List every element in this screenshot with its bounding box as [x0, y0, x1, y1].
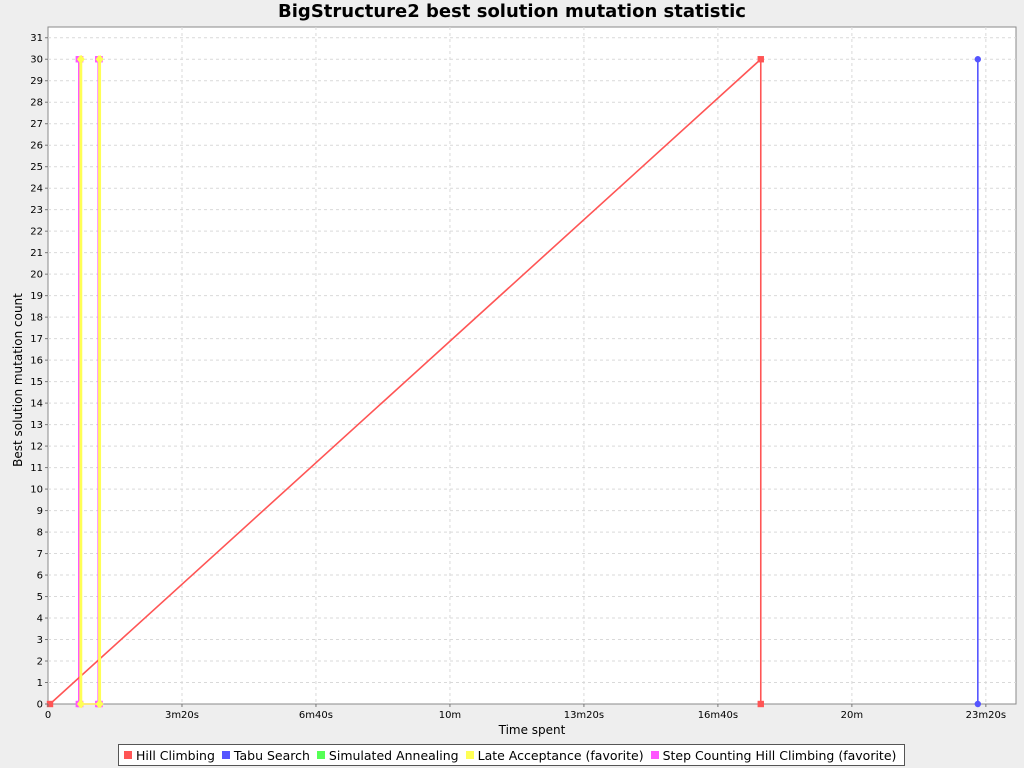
- y-tick-label: 8: [37, 528, 43, 539]
- y-tick-label: 6: [37, 571, 43, 582]
- legend-item: Hill Climbing: [121, 748, 215, 763]
- grid-layer: [48, 27, 1016, 704]
- y-tick-label: 4: [37, 614, 43, 625]
- legend-swatch: [124, 751, 132, 759]
- y-tick-label: 13: [30, 420, 43, 431]
- legend-label: Step Counting Hill Climbing (favorite): [662, 747, 897, 763]
- x-tick-label: 6m40s: [299, 710, 333, 721]
- y-tick-label: 14: [30, 399, 43, 410]
- series-late-acceptance-favorite: [76, 55, 104, 709]
- data-point: [974, 700, 982, 708]
- y-tick-label: 3: [37, 635, 43, 646]
- x-tick-label: 20m: [841, 710, 863, 721]
- data-point: [97, 55, 104, 64]
- legend-item: Late Acceptance (favorite): [463, 748, 644, 763]
- y-tick-label: 2: [37, 657, 43, 668]
- y-tick-label: 1: [37, 678, 43, 689]
- legend-label: Tabu Search: [233, 747, 310, 763]
- y-tick-label: 31: [30, 33, 43, 44]
- plot-area: [47, 26, 1017, 705]
- data-point: [757, 56, 764, 63]
- y-tick-label: 22: [30, 227, 43, 238]
- data-point: [78, 55, 85, 64]
- y-tick-label: 28: [30, 98, 43, 109]
- data-point: [78, 699, 85, 709]
- y-tick-label: 25: [30, 162, 43, 173]
- y-tick-label: 0: [37, 700, 43, 711]
- y-tick-label: 18: [30, 313, 43, 324]
- y-tick-label: 26: [30, 141, 43, 152]
- legend-swatch: [221, 751, 230, 759]
- legend-item: Simulated Annealing: [314, 748, 459, 763]
- data-point: [974, 56, 982, 63]
- y-tick-label: 5: [37, 592, 43, 603]
- x-axis-label: Time spent: [498, 723, 566, 737]
- x-tick-label: 13m20s: [564, 710, 604, 721]
- legend-item: Step Counting Hill Climbing (favorite): [648, 747, 897, 763]
- y-tick-label: 24: [30, 184, 43, 195]
- y-tick-label: 27: [30, 119, 43, 130]
- x-axis: 0 3m20s 6m40s 10m 13m20s 16m40s 20m 23m20s: [45, 704, 1006, 721]
- x-tick-label: 3m20s: [165, 710, 199, 721]
- y-tick-label: 20: [30, 270, 43, 281]
- y-tick-label: 9: [37, 506, 43, 517]
- y-tick-label: 12: [30, 442, 43, 453]
- y-axis: 0123456789101112131415161718192021222324…: [30, 33, 48, 711]
- y-tick-label: 15: [30, 377, 43, 388]
- legend-label: Late Acceptance (favorite): [477, 747, 644, 763]
- data-point: [97, 699, 104, 709]
- x-tick-label: 0: [45, 710, 51, 721]
- data-point: [757, 700, 764, 708]
- y-tick-label: 30: [30, 55, 43, 66]
- y-tick-label: 23: [30, 205, 43, 216]
- y-tick-label: 16: [30, 356, 43, 367]
- legend-label: Hill Climbing: [136, 747, 215, 763]
- y-axis-label: Best solution mutation count: [11, 293, 25, 467]
- legend-swatch: [650, 751, 659, 759]
- series-tabu-search: [974, 56, 982, 708]
- y-tick-label: 10: [30, 485, 43, 496]
- x-tick-label: 23m20s: [966, 710, 1006, 721]
- y-tick-label: 17: [30, 334, 43, 345]
- legend-swatch: [316, 751, 325, 759]
- legend: Hill Climbing Tabu Search Simulated Anneal…: [118, 744, 906, 766]
- series-hill-climbing: [46, 56, 764, 708]
- data-point: [46, 700, 54, 708]
- y-tick-label: 21: [30, 248, 43, 259]
- y-tick-label: 11: [30, 463, 43, 474]
- x-tick-label: 16m40s: [698, 710, 738, 721]
- legend-label: Simulated Annealing: [328, 747, 459, 763]
- series-layer: [46, 55, 982, 709]
- y-tick-label: 29: [30, 76, 43, 87]
- legend-swatch: [465, 751, 474, 759]
- y-tick-label: 7: [37, 549, 43, 560]
- y-tick-label: 19: [30, 291, 43, 302]
- x-tick-label: 10m: [439, 710, 461, 721]
- legend-item: Tabu Search: [219, 748, 310, 763]
- chart-title: BigStructure2 best solution mutation sta…: [278, 1, 746, 22]
